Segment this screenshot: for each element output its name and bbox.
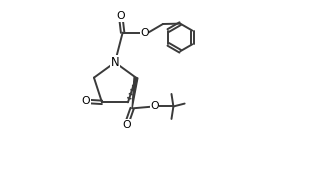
Text: O: O [150,101,158,112]
Text: O: O [81,96,90,106]
Text: O: O [122,120,131,130]
Text: O: O [140,28,149,38]
Text: N: N [111,56,119,69]
Text: O: O [116,11,125,21]
Polygon shape [132,77,138,108]
